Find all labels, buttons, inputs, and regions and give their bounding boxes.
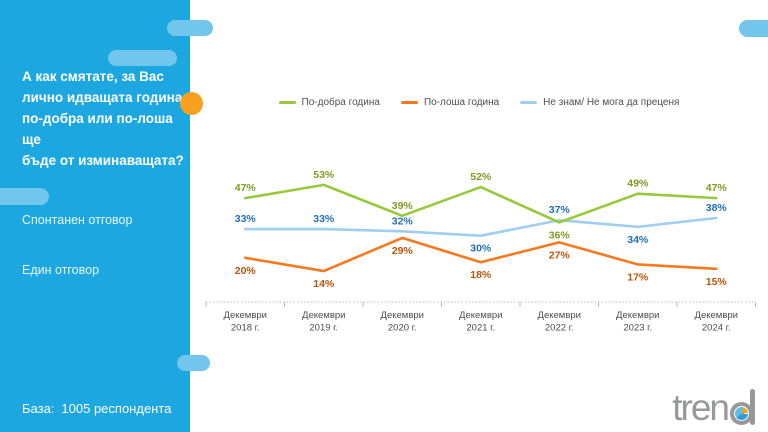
x-axis-label: 2021 г. <box>466 323 495 334</box>
x-axis-label: Декември <box>616 310 659 321</box>
question-title-line: А как смятате, за Вас <box>22 69 164 84</box>
x-axis-label: Декември <box>695 310 738 321</box>
decor-pill <box>167 20 213 36</box>
logo-text: tren <box>672 387 730 428</box>
x-axis-label: 2018 г. <box>231 323 260 334</box>
logo-d-stem <box>750 389 755 425</box>
data-label: 15% <box>706 276 728 288</box>
data-label: 33% <box>313 213 335 225</box>
data-label: 33% <box>235 213 257 225</box>
data-label: 52% <box>470 171 492 183</box>
logo-letter-d <box>730 388 756 428</box>
legend-swatch <box>400 101 418 104</box>
question-title: А как смятате, за Вас лично идващата год… <box>22 66 186 171</box>
decor-pill <box>108 50 177 66</box>
sidebar: А как смятате, за Вас лично идващата год… <box>0 0 190 432</box>
data-label: 49% <box>627 178 649 190</box>
series-line <box>243 183 718 224</box>
pie-chart-icon <box>735 407 748 420</box>
trend-logo: tren <box>672 388 756 428</box>
decor-pill <box>0 188 49 205</box>
decor-pill <box>177 355 210 371</box>
data-label: 34% <box>627 234 649 246</box>
chart-legend: По-добра година По-лоша година Не знам/ Не… <box>190 97 768 108</box>
line-chart: Декември 2018 г. Декември 2019 г. Декември 20… <box>205 169 756 334</box>
base-value: 1005 респондента <box>61 401 172 416</box>
series-line <box>243 216 718 237</box>
x-axis-label: 2019 г. <box>309 323 338 334</box>
x-axis-label: 2022 г. <box>545 323 574 334</box>
base-label: База: <box>22 401 55 416</box>
data-label: 30% <box>470 243 492 255</box>
note-spontaneous-answer: Спонтанен отговор <box>22 213 133 227</box>
question-title-line: бъде от изминаващата? <box>22 153 184 168</box>
x-axis-label: Декември <box>459 310 502 321</box>
x-axis-label: Декември <box>224 310 267 321</box>
legend-swatch <box>520 101 538 104</box>
data-label: 29% <box>392 245 414 257</box>
legend-item: По-добра година <box>278 97 380 108</box>
note-single-answer: Един отговор <box>22 263 100 277</box>
question-title-line: по-добра или по-лоша ще <box>22 111 173 147</box>
legend-item: По-лоша година <box>400 97 500 108</box>
data-label: 53% <box>313 169 335 181</box>
x-axis-label: Декември <box>302 310 345 321</box>
legend-label: По-лоша година <box>423 97 500 108</box>
legend-swatch <box>278 101 296 104</box>
legend-label: Не знам/ Не мога да преценя <box>543 97 680 108</box>
x-axis-label: Декември <box>538 310 581 321</box>
x-axis-label: 2020 г. <box>388 323 417 334</box>
data-label: 36% <box>549 229 571 241</box>
orange-dot-decoration <box>180 92 203 115</box>
data-label: 47% <box>235 182 257 194</box>
x-axis-label: 2024 г. <box>702 323 731 334</box>
data-label: 17% <box>627 271 649 283</box>
x-axis-label: Декември <box>381 310 424 321</box>
decor-pill <box>739 20 768 37</box>
legend-label: По-добра година <box>301 97 380 108</box>
question-title-line: лично идващата година <box>22 90 183 105</box>
legend-item: Не знам/ Не мога да преценя <box>520 97 679 108</box>
data-label: 37% <box>549 204 571 216</box>
data-label: 47% <box>706 182 728 194</box>
base-note: База: 1005 респондента <box>22 401 171 416</box>
data-label: 18% <box>470 269 492 281</box>
series-line <box>243 236 718 273</box>
data-label: 27% <box>549 249 571 261</box>
data-label: 39% <box>392 200 414 212</box>
data-label: 38% <box>706 202 728 214</box>
data-label: 32% <box>392 215 414 227</box>
data-label: 20% <box>235 265 257 277</box>
data-label: 14% <box>313 278 335 290</box>
x-axis-label: 2023 г. <box>623 323 652 334</box>
